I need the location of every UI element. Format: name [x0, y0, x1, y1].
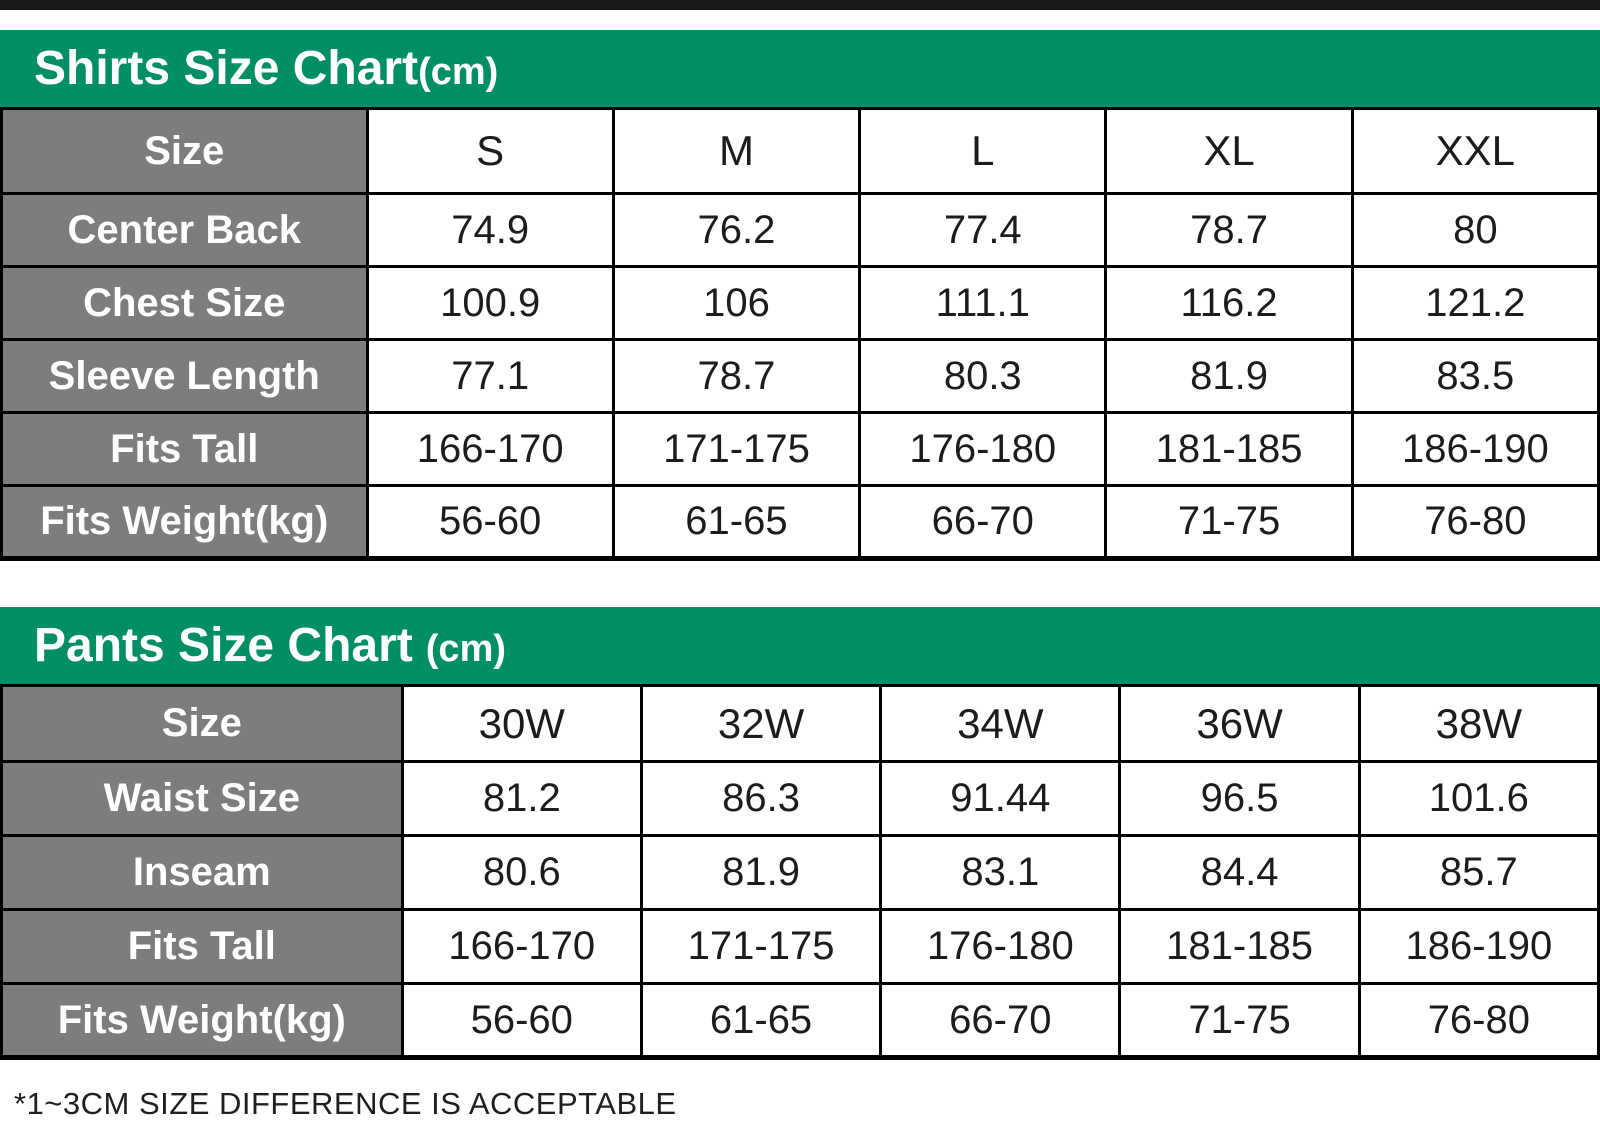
row-label-cell: Center Back	[0, 192, 369, 268]
column-header-cell: 32W	[639, 684, 883, 763]
shirts-size-table: Size S M L XL XXL Center Back 74.9 76.2 77.4 78.7…	[0, 107, 1600, 561]
column-header-cell: 36W	[1118, 684, 1361, 763]
value-cell: 91.44	[879, 760, 1122, 837]
column-header-cell: L	[858, 107, 1108, 195]
value-cell: 61-65	[611, 484, 862, 560]
value-cell: 61-65	[639, 982, 883, 1059]
row-label-cell: Fits Tall	[0, 411, 369, 487]
table-row: Center Back 74.9 76.2 77.4 78.7 80	[0, 192, 1600, 268]
shirts-header-row: Size S M L XL XXL	[0, 107, 1600, 195]
column-header-cell: S	[365, 107, 615, 195]
value-cell: 106	[611, 265, 862, 341]
value-cell: 181-185	[1118, 908, 1361, 985]
value-cell: 121.2	[1350, 265, 1600, 341]
value-cell: 181-185	[1104, 411, 1354, 487]
row-label-cell: Chest Size	[0, 265, 369, 341]
pants-chart-title: Pants Size Chart	[34, 619, 413, 672]
value-cell: 171-175	[639, 908, 883, 985]
value-cell: 76.2	[611, 192, 862, 268]
value-cell: 56-60	[365, 484, 615, 560]
value-cell: 78.7	[1104, 192, 1354, 268]
row-label-cell: Fits Tall	[0, 908, 404, 985]
value-cell: 100.9	[365, 265, 615, 341]
value-cell: 111.1	[858, 265, 1108, 341]
shirts-table-header: Size S M L XL XXL	[0, 107, 1600, 195]
value-cell: 171-175	[611, 411, 862, 487]
value-cell: 176-180	[858, 411, 1108, 487]
table-row: Chest Size 100.9 106 111.1 116.2 121.2	[0, 265, 1600, 341]
table-row: Inseam 80.6 81.9 83.1 84.4 85.7	[0, 834, 1600, 911]
value-cell: 81.2	[400, 760, 643, 837]
column-header-cell: XL	[1104, 107, 1354, 195]
value-cell: 186-190	[1350, 411, 1600, 487]
table-row: Fits Tall 166-170 171-175 176-180 181-185 186…	[0, 908, 1600, 985]
column-header-cell: XXL	[1350, 107, 1600, 195]
value-cell: 186-190	[1357, 908, 1600, 985]
value-cell: 56-60	[400, 982, 643, 1059]
table-row: Fits Weight(kg) 56-60 61-65 66-70 71-75 76-80	[0, 484, 1600, 560]
value-cell: 101.6	[1357, 760, 1600, 837]
pants-size-chart-section: Pants Size Chart (cm) Size 30W 32W 34W 36W 38W…	[0, 607, 1600, 1060]
row-label-cell: Fits Weight(kg)	[0, 484, 369, 560]
table-row: Fits Tall 166-170 171-175 176-180 181-185 186…	[0, 411, 1600, 487]
value-cell: 83.5	[1350, 338, 1600, 414]
pants-chart-banner: Pants Size Chart (cm)	[0, 607, 1600, 684]
pants-size-table: Size 30W 32W 34W 36W 38W Waist Size 81.2 86.3 91…	[0, 684, 1600, 1060]
top-border-bar	[0, 0, 1600, 10]
value-cell: 81.9	[639, 834, 883, 911]
value-cell: 74.9	[365, 192, 615, 268]
shirts-size-chart-section: Shirts Size Chart (cm) Size S M L XL XXL Cente…	[0, 30, 1600, 561]
value-cell: 77.1	[365, 338, 615, 414]
value-cell: 166-170	[365, 411, 615, 487]
pants-table-header: Size 30W 32W 34W 36W 38W	[0, 684, 1600, 763]
value-cell: 83.1	[879, 834, 1122, 911]
column-header-cell: 30W	[400, 684, 643, 763]
value-cell: 80	[1350, 192, 1600, 268]
column-header-cell: 38W	[1357, 684, 1600, 763]
shirts-table-body: Center Back 74.9 76.2 77.4 78.7 80 Chest Size 1…	[0, 192, 1600, 560]
value-cell: 96.5	[1118, 760, 1361, 837]
value-cell: 116.2	[1104, 265, 1354, 341]
row-label-cell: Inseam	[0, 834, 404, 911]
value-cell: 76-80	[1350, 484, 1600, 560]
value-cell: 77.4	[858, 192, 1108, 268]
pants-header-row: Size 30W 32W 34W 36W 38W	[0, 684, 1600, 763]
value-cell: 71-75	[1118, 982, 1361, 1059]
row-label-cell: Waist Size	[0, 760, 404, 837]
value-cell: 81.9	[1104, 338, 1354, 414]
pants-chart-unit: (cm)	[425, 628, 507, 670]
size-tolerance-footnote: *1~3CM SIZE DIFFERENCE IS ACCEPTABLE	[14, 1086, 677, 1121]
table-row: Waist Size 81.2 86.3 91.44 96.5 101.6	[0, 760, 1600, 837]
value-cell: 71-75	[1104, 484, 1354, 560]
value-cell: 84.4	[1118, 834, 1361, 911]
value-cell: 80.6	[400, 834, 643, 911]
value-cell: 80.3	[858, 338, 1108, 414]
column-header-cell: 34W	[879, 684, 1122, 763]
value-cell: 66-70	[879, 982, 1122, 1059]
row-label-cell: Sleeve Length	[0, 338, 369, 414]
value-cell: 66-70	[858, 484, 1108, 560]
value-cell: 78.7	[611, 338, 862, 414]
row-label-cell: Fits Weight(kg)	[0, 982, 404, 1059]
table-row: Sleeve Length 77.1 78.7 80.3 81.9 83.5	[0, 338, 1600, 414]
table-row: Fits Weight(kg) 56-60 61-65 66-70 71-75 76-80	[0, 982, 1600, 1059]
column-header-cell: M	[611, 107, 862, 195]
value-cell: 76-80	[1357, 982, 1600, 1059]
value-cell: 166-170	[400, 908, 643, 985]
value-cell: 176-180	[879, 908, 1122, 985]
shirts-chart-title: Shirts Size Chart	[34, 42, 419, 95]
shirts-chart-unit: (cm)	[418, 51, 499, 93]
value-cell: 86.3	[639, 760, 883, 837]
shirts-chart-banner: Shirts Size Chart (cm)	[0, 30, 1600, 107]
pants-table-body: Waist Size 81.2 86.3 91.44 96.5 101.6 Inseam 80…	[0, 760, 1600, 1059]
value-cell: 85.7	[1357, 834, 1600, 911]
corner-header-cell: Size	[0, 684, 404, 763]
corner-header-cell: Size	[0, 107, 369, 195]
